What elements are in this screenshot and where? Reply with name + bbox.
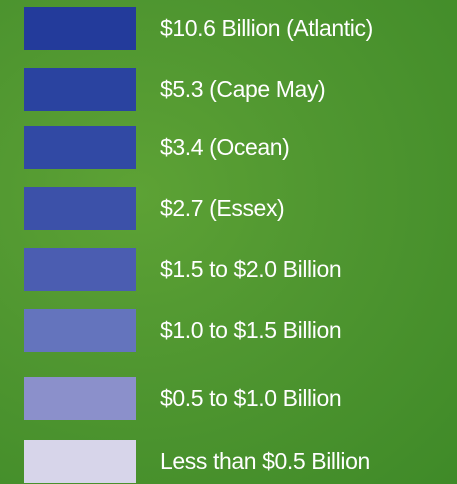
legend-item: Less than $0.5 Billion — [0, 440, 457, 483]
legend-swatch — [24, 126, 136, 169]
legend-label: $10.6 Billion (Atlantic) — [160, 7, 373, 50]
legend-item: $1.5 to $2.0 Billion — [0, 248, 457, 291]
legend-item: $2.7 (Essex) — [0, 187, 457, 230]
legend-label: Less than $0.5 Billion — [160, 440, 370, 483]
legend-swatch — [24, 248, 136, 291]
legend-label: $3.4 (Ocean) — [160, 126, 289, 169]
legend-item: $3.4 (Ocean) — [0, 126, 457, 169]
legend-item: $0.5 to $1.0 Billion — [0, 377, 457, 420]
legend-swatch — [24, 309, 136, 352]
map-legend: $10.6 Billion (Atlantic) $5.3 (Cape May) $… — [0, 0, 457, 484]
legend-label: $1.0 to $1.5 Billion — [160, 309, 341, 352]
legend-swatch — [24, 68, 136, 111]
legend-swatch — [24, 377, 136, 420]
legend-swatch — [24, 7, 136, 50]
legend-label: $0.5 to $1.0 Billion — [160, 377, 341, 420]
legend-label: $5.3 (Cape May) — [160, 68, 325, 111]
legend-label: $2.7 (Essex) — [160, 187, 284, 230]
legend-item: $1.0 to $1.5 Billion — [0, 309, 457, 352]
legend-item: $5.3 (Cape May) — [0, 68, 457, 111]
legend-label: $1.5 to $2.0 Billion — [160, 248, 341, 291]
legend-swatch — [24, 440, 136, 483]
legend-item: $10.6 Billion (Atlantic) — [0, 7, 457, 50]
legend-swatch — [24, 187, 136, 230]
